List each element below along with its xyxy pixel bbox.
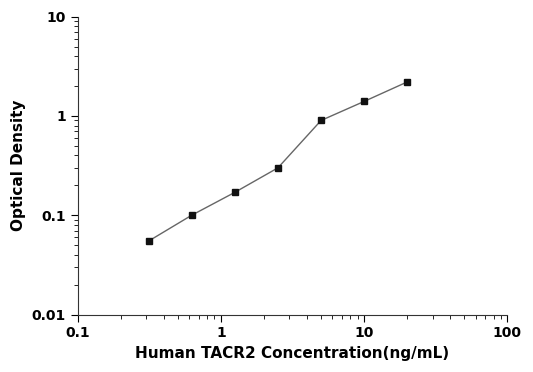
X-axis label: Human TACR2 Concentration(ng/mL): Human TACR2 Concentration(ng/mL) <box>135 346 450 361</box>
Y-axis label: Optical Density: Optical Density <box>11 100 26 231</box>
